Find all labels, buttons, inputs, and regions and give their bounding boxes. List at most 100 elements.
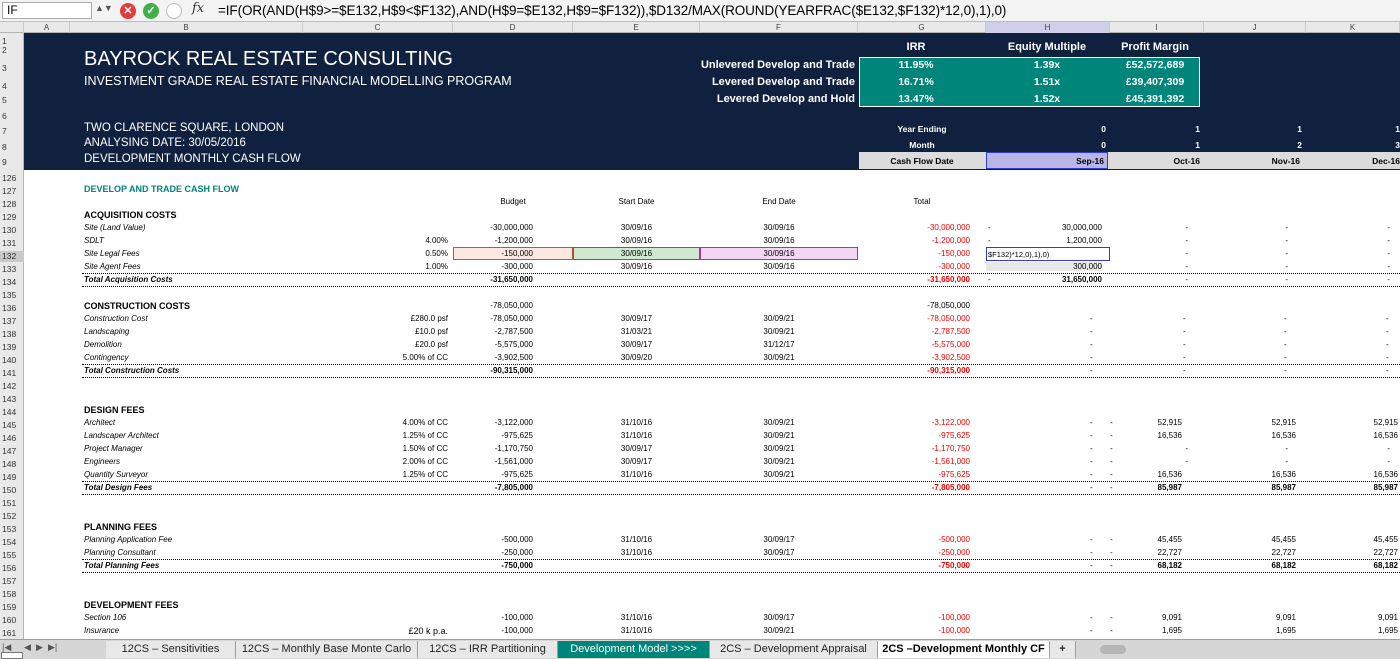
- pct-cell[interactable]: 1.00%: [425, 262, 448, 271]
- row-header[interactable]: 146: [2, 433, 17, 443]
- start-date-cell[interactable]: 30/09/16: [620, 236, 653, 245]
- h-total[interactable]: 31,650,000: [1061, 275, 1102, 284]
- total-cell[interactable]: -78,050,000: [927, 314, 970, 323]
- j-cell[interactable]: 16,536: [1271, 431, 1296, 440]
- budget-cell[interactable]: -5,575,000: [494, 340, 533, 349]
- k-total[interactable]: 68,182: [1373, 561, 1398, 570]
- j-cell[interactable]: -: [1285, 262, 1288, 271]
- scorecard-header-multiple[interactable]: Equity Multiple: [1007, 41, 1087, 53]
- property-address[interactable]: TWO CLARENCE SQUARE, LONDON: [84, 122, 284, 134]
- i-cell[interactable]: 9,091: [1161, 613, 1182, 622]
- year-value[interactable]: 0: [1101, 124, 1106, 134]
- grand-total[interactable]: -31,650,000: [927, 275, 970, 284]
- scorecard-header-irr[interactable]: IRR: [906, 41, 926, 53]
- j-cell[interactable]: -: [1285, 457, 1288, 466]
- budget-cell[interactable]: -250,000: [501, 548, 533, 557]
- row-header[interactable]: 129: [2, 212, 17, 222]
- end-date-cell[interactable]: 30/09/16: [763, 223, 795, 232]
- formula-input[interactable]: =IF(OR(AND(H$9>=$E132,H$9<$F132),AND(H$9…: [218, 3, 1007, 18]
- tab-scroll-last-icon[interactable]: ▶|: [48, 642, 58, 652]
- function-wizard-icon[interactable]: [166, 3, 182, 19]
- line-item-name[interactable]: Insurance: [84, 626, 120, 635]
- budget-cell[interactable]: -100,000: [501, 626, 533, 635]
- pct-cell[interactable]: 4.00%: [425, 236, 448, 245]
- budget-cell[interactable]: -150,000: [501, 249, 533, 258]
- scorecard-header-margin[interactable]: Profit Margin: [1121, 41, 1189, 53]
- irr-value[interactable]: 16.71%: [898, 76, 934, 88]
- start-date-header[interactable]: Start Date: [618, 197, 655, 206]
- end-date-cell[interactable]: 30/09/21: [763, 353, 795, 362]
- acquisition-title[interactable]: ACQUISITION COSTS: [84, 210, 177, 220]
- line-item-name[interactable]: Demolition: [84, 340, 122, 349]
- k-cell[interactable]: 45,455: [1373, 535, 1398, 544]
- cash-flow-date[interactable]: Oct-16: [1173, 156, 1200, 166]
- column-header[interactable]: C: [303, 22, 453, 33]
- pct-cell[interactable]: 0.50%: [425, 249, 448, 258]
- select-all-corner[interactable]: [0, 22, 24, 33]
- budget-total[interactable]: -7,805,000: [494, 483, 533, 492]
- scorecard-row-label[interactable]: Levered Develop and Hold: [716, 93, 855, 105]
- row-header[interactable]: 127: [2, 186, 17, 196]
- development-title[interactable]: DEVELOPMENT FEES: [84, 600, 179, 610]
- start-date-cell[interactable]: 31/10/16: [620, 626, 653, 635]
- formula-ref-budget[interactable]: [453, 247, 573, 260]
- budget-cell[interactable]: -975,625: [501, 431, 533, 440]
- line-item-name[interactable]: Planning Application Fee: [84, 535, 173, 544]
- total-cell[interactable]: -250,000: [938, 548, 970, 557]
- k-cell[interactable]: 52,915: [1373, 418, 1398, 427]
- g-cell[interactable]: -: [988, 236, 991, 245]
- fx-label[interactable]: fx: [192, 1, 205, 16]
- total-row-label[interactable]: Total Planning Fees: [84, 561, 160, 570]
- column-header[interactable]: F: [700, 22, 858, 33]
- j-cell[interactable]: -: [1285, 444, 1288, 453]
- start-date-cell[interactable]: 30/09/17: [620, 457, 653, 466]
- start-date-cell[interactable]: 30/09/17: [620, 340, 653, 349]
- k-cell[interactable]: -: [1387, 275, 1390, 284]
- budget-cell[interactable]: -1,561,000: [494, 457, 533, 466]
- tab-scroll-prev-icon[interactable]: ◀: [24, 642, 31, 652]
- k-cell[interactable]: -: [1387, 262, 1390, 271]
- k-cell[interactable]: -: [1387, 444, 1390, 453]
- budget-cell[interactable]: -975,625: [501, 470, 533, 479]
- i-cell[interactable]: 1,695: [1161, 626, 1182, 635]
- total-cell[interactable]: -2,787,500: [931, 327, 970, 336]
- k-cell[interactable]: 1,695: [1377, 626, 1398, 635]
- j-cell[interactable]: -: [1285, 223, 1288, 232]
- tab-development-appraisal[interactable]: 2CS – Development Appraisal: [710, 641, 878, 658]
- total-cell[interactable]: -3,122,000: [931, 418, 970, 427]
- row-header[interactable]: 136: [2, 303, 17, 313]
- h-cell[interactable]: 30,000,000: [1061, 223, 1102, 232]
- formula-ref-start[interactable]: [573, 247, 700, 260]
- h-cell[interactable]: 1,200,000: [1066, 236, 1102, 245]
- line-item-name[interactable]: Site (Land Value): [84, 223, 146, 232]
- year-value[interactable]: 1: [1395, 124, 1400, 134]
- total-cell[interactable]: -1,170,750: [931, 444, 970, 453]
- start-date-cell[interactable]: 31/10/16: [620, 470, 653, 479]
- k-cell[interactable]: 9,091: [1377, 613, 1398, 622]
- total-cell[interactable]: -1,200,000: [931, 236, 970, 245]
- pct-cell[interactable]: 2.00% of CC: [402, 457, 448, 466]
- irr-value[interactable]: 13.47%: [898, 93, 934, 105]
- margin-value[interactable]: £39,407,309: [1125, 76, 1185, 88]
- budget-total[interactable]: -750,000: [501, 561, 533, 570]
- cash-flow-date[interactable]: Sep-16: [1076, 156, 1104, 166]
- i-total[interactable]: 68,182: [1157, 561, 1182, 570]
- row-header[interactable]: 152: [2, 511, 17, 521]
- start-date-cell[interactable]: 30/09/16: [620, 249, 653, 258]
- budget-cell[interactable]: -1,170,750: [494, 444, 533, 453]
- margin-value[interactable]: £45,391,392: [1125, 93, 1185, 105]
- row-header[interactable]: 6: [2, 111, 7, 121]
- row-header[interactable]: 144: [2, 407, 17, 417]
- row-header[interactable]: 159: [2, 602, 17, 612]
- pct-cell[interactable]: 4.00% of CC: [402, 418, 448, 427]
- row-header[interactable]: 7: [2, 126, 7, 136]
- year-value[interactable]: 1: [1297, 124, 1302, 134]
- start-date-cell[interactable]: 30/09/17: [620, 444, 653, 453]
- end-date-cell[interactable]: 30/09/16: [763, 262, 795, 271]
- section-title[interactable]: DEVELOP AND TRADE CASH FLOW: [84, 184, 240, 194]
- tab-sensitivities[interactable]: 12CS – Sensitivities: [106, 641, 236, 658]
- scorecard-row-label[interactable]: Unlevered Develop and Trade: [700, 59, 855, 71]
- line-item-name[interactable]: Landscaping: [84, 327, 130, 336]
- row-header[interactable]: 154: [2, 537, 17, 547]
- end-date-cell[interactable]: 30/09/21: [763, 626, 795, 635]
